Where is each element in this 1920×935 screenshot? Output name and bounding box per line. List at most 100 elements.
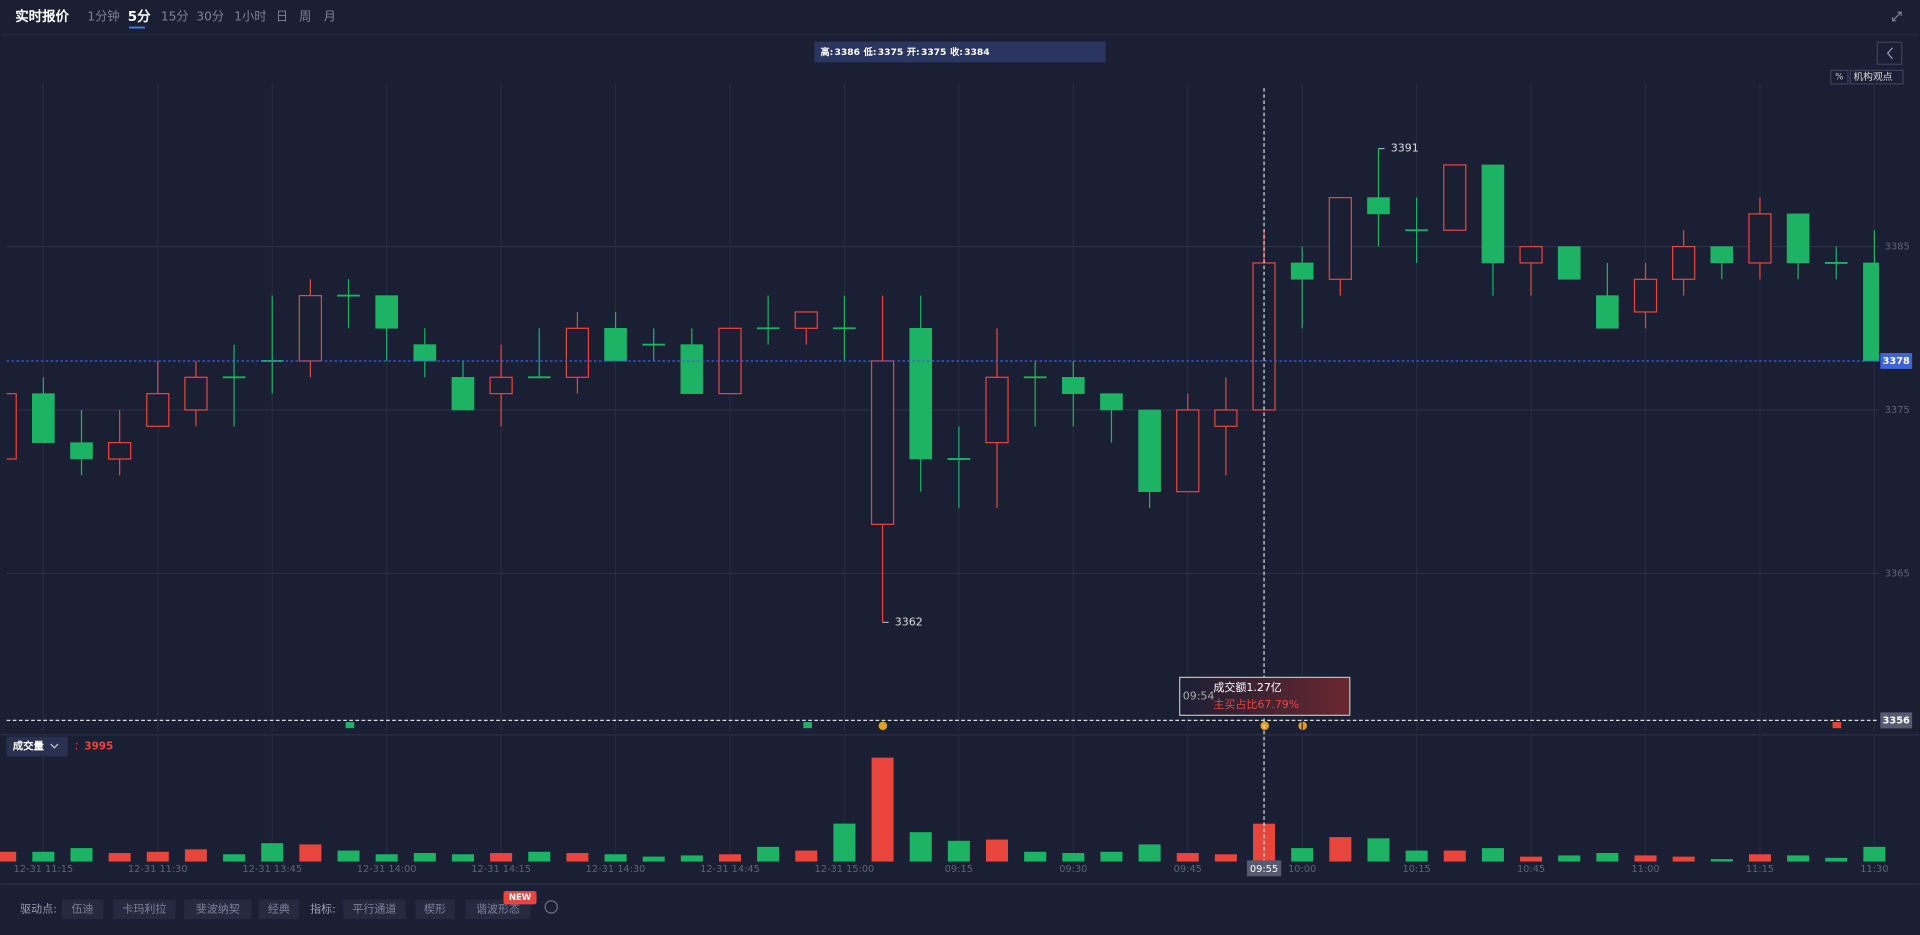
toolbar-button[interactable] (258, 899, 300, 920)
candle-body (985, 376, 1009, 444)
candle-body (1443, 164, 1467, 231)
candle-body (1786, 213, 1810, 264)
volume-bar (1367, 838, 1390, 862)
help-icon[interactable] (544, 900, 558, 914)
toolbar-button[interactable] (184, 899, 252, 920)
candle-body (222, 376, 246, 379)
last-price-box (1880, 353, 1913, 369)
toolbar-button[interactable] (343, 899, 406, 920)
candle-body (794, 311, 818, 329)
candle-body (489, 376, 513, 395)
candle-body (108, 442, 132, 460)
ohlc-label: 收: (950, 46, 963, 58)
candle-body (337, 294, 360, 297)
tab[interactable]: 15分 (161, 10, 189, 24)
volume-bar (1710, 859, 1733, 862)
percent-label: % (1835, 73, 1843, 83)
x-tick-label: 11:15 (1746, 864, 1774, 875)
x-tick-label: 09:45 (1174, 864, 1202, 875)
candle-body (1328, 196, 1352, 280)
candle-body (870, 360, 895, 525)
candle-body (184, 376, 208, 411)
volume-bar (108, 853, 131, 862)
volume-bar (1825, 857, 1848, 862)
tab[interactable]: 5分 (128, 9, 151, 25)
volume-bar (1291, 848, 1314, 862)
candle-body (1748, 213, 1772, 264)
candle-body (1100, 393, 1123, 411)
volume-bar (833, 823, 856, 862)
x-tick-label: 11:30 (1860, 864, 1888, 875)
ohlc-value: 3375 (921, 47, 946, 58)
ohlc-label: 低: (863, 46, 877, 58)
volume-bar (566, 853, 589, 862)
volume-menu[interactable] (6, 736, 68, 757)
volume-value: 3995 (84, 741, 113, 753)
tab[interactable]: 1小时 (234, 10, 266, 24)
candle-body (909, 327, 933, 460)
candle-body (1824, 262, 1848, 264)
volume-bar (413, 853, 436, 862)
hover-ratio: 主买占比67.79% (1213, 697, 1299, 711)
candle-body (6, 393, 17, 460)
volume-bar (1558, 855, 1581, 862)
volume-bar (642, 856, 665, 862)
new-badge (503, 890, 537, 905)
x-tick-label: 12-31 14:45 (700, 864, 760, 875)
candle-body (1023, 376, 1047, 379)
collapse-button[interactable] (1876, 41, 1903, 65)
candle-body (70, 442, 93, 460)
volume-bar (1214, 854, 1237, 862)
tab[interactable]: 30分 (196, 10, 224, 24)
toolbar-button-label: 经典 (268, 901, 290, 915)
ohlc-value: 3386 (835, 47, 860, 58)
volume-bar (757, 846, 780, 862)
candle-body (1710, 246, 1734, 264)
candle-body (527, 376, 551, 379)
volume-bar (718, 854, 742, 862)
toolbar-button[interactable] (113, 899, 176, 920)
volume-bar (947, 840, 970, 862)
view-label: 机构观点 (1853, 70, 1892, 83)
volume-bar (261, 843, 284, 862)
x-tick-label: 12-31 15:00 (815, 864, 875, 875)
candle-body (1176, 409, 1200, 493)
low-annotation: 3362 (895, 615, 923, 628)
candle-body (565, 327, 590, 378)
x-tick-label: 12-31 11:15 (13, 864, 73, 875)
x-tick-label: 09:55 (1250, 864, 1278, 875)
new-badge-label: NEW (509, 893, 532, 903)
toolbar-button[interactable] (61, 899, 104, 920)
tab[interactable]: 月 (324, 10, 336, 24)
last-price-label: 3378 (1883, 356, 1910, 367)
y-tick-label: 3375 (1885, 405, 1910, 416)
volume-bar (299, 844, 322, 862)
volume-bar (1634, 855, 1657, 862)
hover-box (1179, 676, 1351, 716)
x-tick-label: 09:30 (1059, 864, 1087, 875)
tab[interactable]: 周 (299, 10, 311, 24)
percent-button[interactable] (1830, 69, 1849, 85)
volume-bar (223, 854, 246, 862)
y-tick-label: 3365 (1885, 568, 1910, 579)
volume-bar (1748, 854, 1771, 862)
volume-bar (1062, 853, 1085, 862)
tab[interactable]: 日 (276, 10, 288, 24)
candle-body (604, 327, 627, 362)
crosshair-price-label: 3356 (1883, 715, 1910, 726)
x-tick-label: 10:45 (1517, 864, 1545, 875)
toolbar-button[interactable] (415, 899, 455, 920)
volume-bar (1138, 844, 1161, 862)
candle-body (1633, 278, 1658, 313)
candle-body (1290, 262, 1314, 280)
x-tick-label: 12-31 14:15 (471, 864, 531, 875)
expand-icon[interactable] (1891, 11, 1902, 22)
candle-body (1557, 246, 1581, 280)
candle-body (32, 393, 55, 443)
volume-menu-label: 成交量 (13, 740, 45, 753)
volume-bar (1863, 846, 1886, 862)
tab[interactable]: 1分钟 (87, 9, 119, 24)
view-button[interactable] (1849, 69, 1904, 85)
volume-bar (604, 854, 627, 862)
